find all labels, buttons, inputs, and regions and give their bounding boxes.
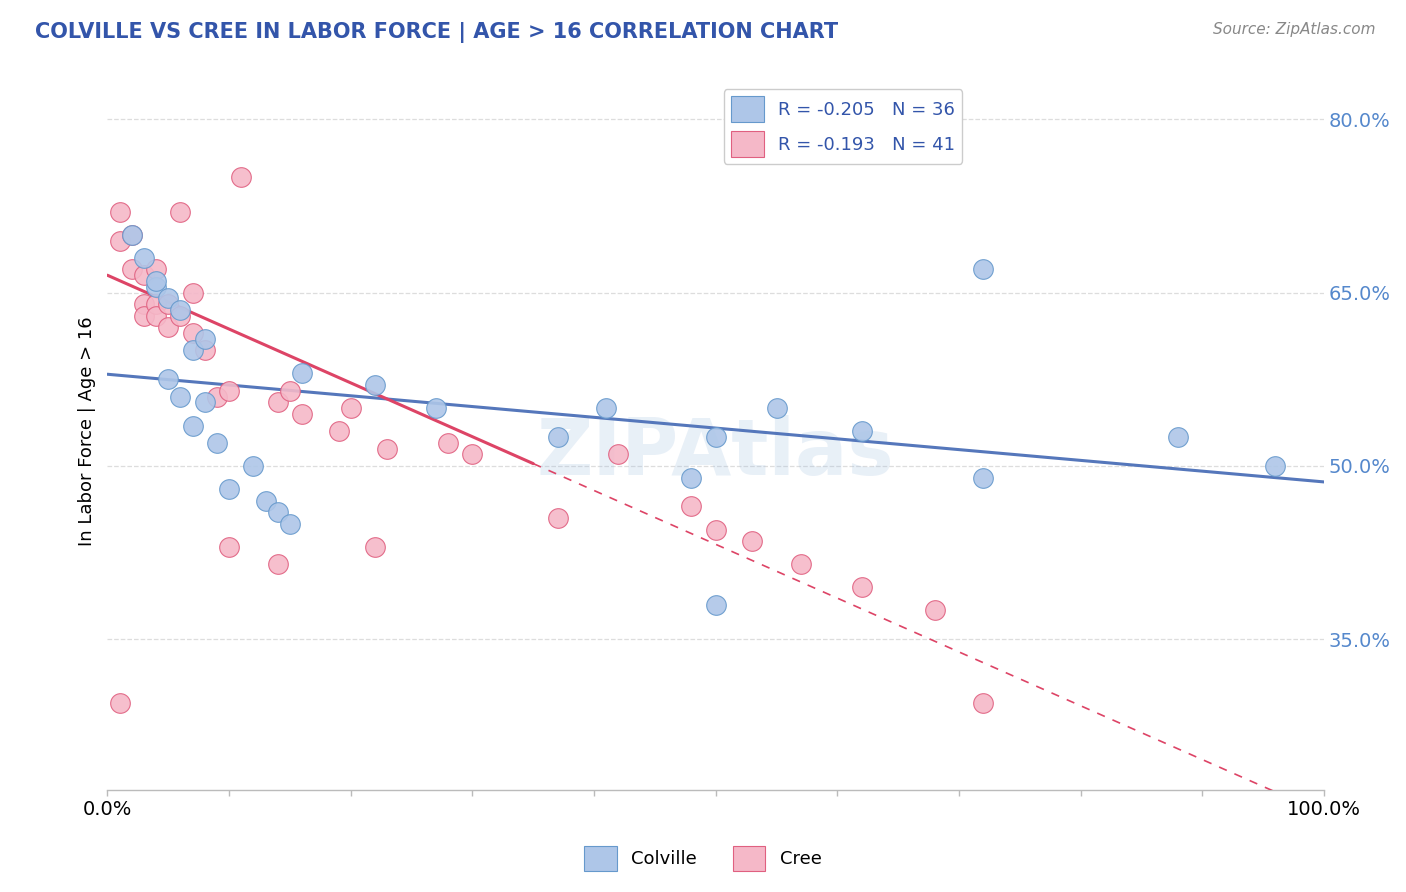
Point [181, 343, 204, 358]
Point [924, 603, 946, 617]
Point [145, 309, 167, 323]
Point [194, 395, 217, 409]
Point [547, 430, 569, 444]
Point [145, 297, 167, 311]
Legend: R = -0.205   N = 36, R = -0.193   N = 41: R = -0.205 N = 36, R = -0.193 N = 41 [724, 89, 962, 164]
Point [547, 511, 569, 525]
Point [291, 407, 314, 421]
Point [145, 280, 167, 294]
Y-axis label: In Labor Force | Age > 16: In Labor Force | Age > 16 [79, 317, 96, 546]
Text: ZIPAtlas: ZIPAtlas [537, 415, 894, 491]
Text: Source: ZipAtlas.com: Source: ZipAtlas.com [1212, 22, 1375, 37]
Point [145, 262, 167, 277]
Point [108, 234, 131, 248]
Point [364, 378, 387, 392]
Point [595, 401, 617, 416]
Legend: Colville, Cree: Colville, Cree [576, 838, 830, 879]
Point [461, 447, 484, 461]
Point [132, 297, 155, 311]
Point [704, 598, 727, 612]
Point [704, 430, 727, 444]
Point [790, 558, 813, 572]
Point [437, 435, 460, 450]
Point [278, 384, 301, 398]
Point [205, 435, 228, 450]
Point [972, 470, 994, 484]
Point [169, 302, 191, 317]
Point [205, 390, 228, 404]
Point [291, 367, 314, 381]
Point [704, 523, 727, 537]
Point [132, 251, 155, 265]
Point [607, 447, 630, 461]
Point [218, 540, 240, 554]
Point [157, 297, 180, 311]
Point [218, 482, 240, 496]
Point [375, 442, 398, 456]
Point [132, 268, 155, 283]
Point [972, 262, 994, 277]
Text: COLVILLE VS CREE IN LABOR FORCE | AGE > 16 CORRELATION CHART: COLVILLE VS CREE IN LABOR FORCE | AGE > … [35, 22, 838, 44]
Point [157, 291, 180, 305]
Point [1264, 458, 1286, 473]
Point [851, 425, 873, 439]
Point [267, 558, 290, 572]
Point [267, 395, 290, 409]
Point [425, 401, 447, 416]
Point [169, 204, 191, 219]
Point [132, 309, 155, 323]
Point [121, 227, 143, 242]
Point [121, 227, 143, 242]
Point [194, 332, 217, 346]
Point [972, 696, 994, 710]
Point [157, 372, 180, 386]
Point [339, 401, 361, 416]
Point [169, 309, 191, 323]
Point [851, 580, 873, 594]
Point [765, 401, 787, 416]
Point [254, 493, 277, 508]
Point [267, 505, 290, 519]
Point [145, 274, 167, 288]
Point [181, 285, 204, 300]
Point [121, 262, 143, 277]
Point [181, 326, 204, 340]
Point [108, 696, 131, 710]
Point [194, 343, 217, 358]
Point [364, 540, 387, 554]
Point [108, 204, 131, 219]
Point [1167, 430, 1189, 444]
Point [242, 458, 264, 473]
Point [231, 169, 253, 184]
Point [328, 425, 350, 439]
Point [681, 500, 703, 514]
Point [278, 516, 301, 531]
Point [169, 390, 191, 404]
Point [181, 418, 204, 433]
Point [218, 384, 240, 398]
Point [741, 534, 763, 549]
Point [157, 320, 180, 334]
Point [681, 470, 703, 484]
